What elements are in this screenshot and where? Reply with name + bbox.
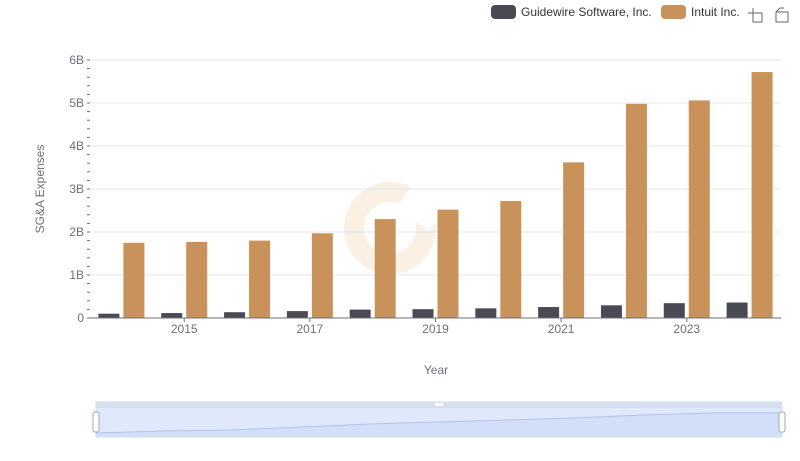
y-axis-title: SG&A Expenses <box>33 145 47 234</box>
bar-guidewire-2016[interactable] <box>224 312 246 318</box>
bar-guidewire-2017[interactable] <box>286 311 308 318</box>
bar-guidewire-2019[interactable] <box>412 309 434 318</box>
legend-swatch-intuit <box>661 5 686 19</box>
legend-item-intuit[interactable]: Intuit Inc. <box>661 5 740 19</box>
x-tick-label: 2019 <box>422 322 449 336</box>
bar-guidewire-2014[interactable] <box>98 313 120 318</box>
bar-intuit-2020[interactable] <box>500 201 522 318</box>
data-zoom-slider[interactable] <box>92 401 786 438</box>
bar-guidewire-2023[interactable] <box>663 303 685 318</box>
bar-guidewire-2024[interactable] <box>726 302 748 318</box>
legend-item-guidewire[interactable]: Guidewire Software, Inc. <box>491 5 652 19</box>
x-tick-label: 2021 <box>548 322 575 336</box>
y-axis-minor-ticks <box>87 59 90 319</box>
bar-intuit-2016[interactable] <box>249 240 271 318</box>
slider-preview-area <box>96 413 782 437</box>
restore-icon[interactable] <box>775 7 789 23</box>
x-axis-tick-labels: 2015 2017 2019 2021 2023 <box>171 322 701 336</box>
zoom-icon[interactable] <box>748 8 763 23</box>
slider-handle-right[interactable] <box>778 411 786 433</box>
bar-guidewire-2018[interactable] <box>349 309 371 318</box>
bar-guidewire-2021[interactable] <box>538 307 560 318</box>
legend-label-guidewire: Guidewire Software, Inc. <box>521 5 652 19</box>
x-tick-label: 2017 <box>297 322 324 336</box>
bar-guidewire-2020[interactable] <box>475 308 497 318</box>
y-tick-label: 1B <box>69 268 84 282</box>
legend-swatch-guidewire <box>491 5 516 19</box>
bar-intuit-2023[interactable] <box>688 100 710 318</box>
x-axis-ticks <box>183 318 688 322</box>
y-tick-label: 5B <box>69 96 84 110</box>
y-axis-tick-labels: 0 1B 2B 3B 4B 5B 6B <box>69 53 84 325</box>
x-tick-label: 2015 <box>171 322 198 336</box>
bar-guidewire-2015[interactable] <box>161 313 183 318</box>
x-axis-title: Year <box>424 363 448 377</box>
legend-label-intuit: Intuit Inc. <box>691 5 740 19</box>
bar-intuit-2022[interactable] <box>625 103 647 318</box>
y-tick-label: 4B <box>69 139 84 153</box>
legend[interactable]: Guidewire Software, Inc. Intuit Inc. <box>491 5 740 19</box>
y-tick-label: 2B <box>69 225 84 239</box>
bar-intuit-2017[interactable] <box>311 233 333 318</box>
slider-move-handle-grip[interactable] <box>435 403 443 406</box>
y-tick-label: 3B <box>69 182 84 196</box>
bar-intuit-2018[interactable] <box>374 219 396 318</box>
y-tick-label: 0 <box>77 311 84 325</box>
bar-intuit-2024[interactable] <box>751 72 773 318</box>
bar-intuit-2021[interactable] <box>563 162 585 318</box>
bar-guidewire-2022[interactable] <box>600 305 622 318</box>
bar-intuit-2015[interactable] <box>186 241 208 318</box>
bar-intuit-2019[interactable] <box>437 209 459 318</box>
bar-series <box>98 72 773 318</box>
bar-intuit-2014[interactable] <box>123 242 145 318</box>
slider-handle-left[interactable] <box>92 411 100 433</box>
x-tick-label: 2023 <box>673 322 700 336</box>
y-tick-label: 6B <box>69 53 84 67</box>
